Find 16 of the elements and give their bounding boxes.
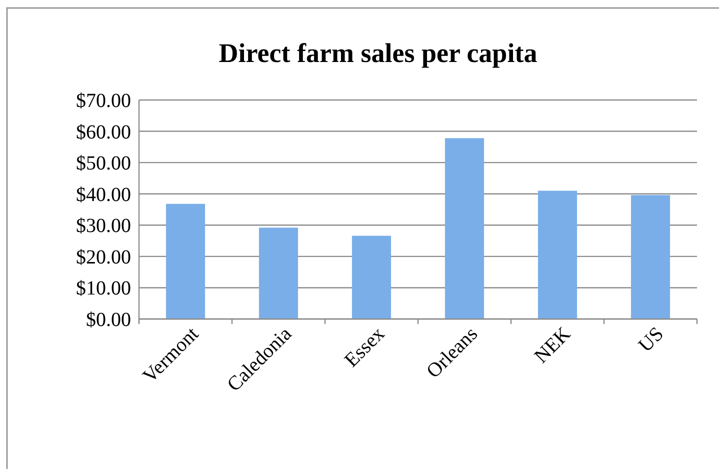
bar	[166, 204, 206, 319]
y-tick-label: $20.00	[76, 246, 131, 268]
bar	[258, 228, 298, 319]
y-tick-label: $10.00	[76, 278, 131, 300]
y-tick-label: $60.00	[76, 121, 131, 144]
y-tick-label: $50.00	[76, 152, 131, 175]
y-tick-label: $30.00	[76, 215, 131, 238]
chart-title: Direct farm sales per capita	[218, 38, 538, 68]
bar	[538, 190, 578, 319]
y-tick-label: $0.00	[86, 309, 131, 331]
y-tick-label: $40.00	[76, 184, 131, 206]
x-tick-label: US	[634, 322, 668, 357]
bar	[352, 236, 392, 319]
bar	[444, 138, 484, 319]
y-tick-label: $70.00	[76, 90, 131, 112]
bar	[630, 195, 670, 319]
